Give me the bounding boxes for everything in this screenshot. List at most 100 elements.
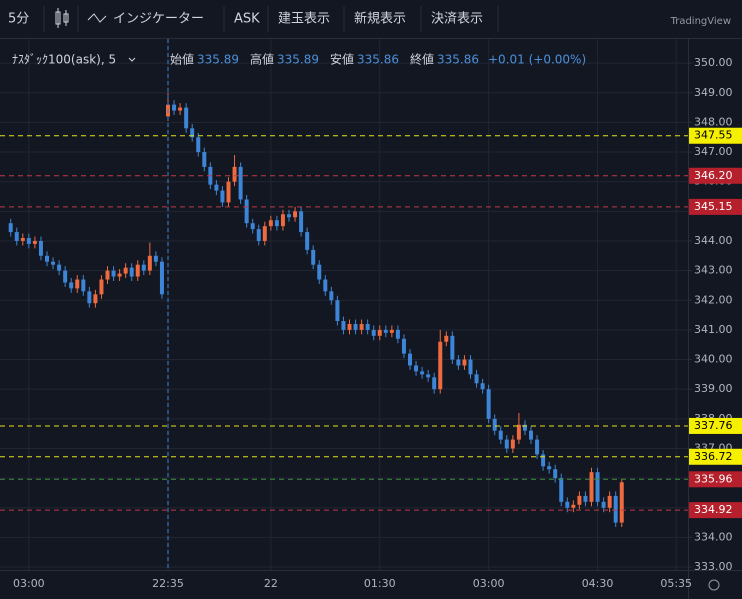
toolbar-button[interactable]: ASK [234, 12, 260, 27]
candle-body [395, 329, 400, 339]
price-level-label: 346.20 [694, 169, 733, 182]
candle-body [516, 424, 521, 440]
candle-body [105, 270, 110, 280]
candle-body [317, 264, 322, 280]
candle-body [414, 365, 419, 372]
candle-body [589, 472, 594, 502]
symbol: ﾅｽﾀﾞｯｸ100(ask), 5 [12, 53, 116, 67]
candle-body [492, 418, 497, 431]
candle-body [359, 323, 364, 330]
indicators-button[interactable]: インジケーター [113, 12, 204, 27]
y-tick-label: 339.00 [694, 382, 733, 395]
brand: TradingView [670, 16, 731, 27]
candle-body [26, 238, 31, 244]
toolbar-button[interactable]: 新規表示 [354, 11, 406, 27]
candle-body [172, 104, 177, 111]
candle-body [99, 279, 104, 295]
candle-body [63, 270, 68, 283]
candle-body [583, 495, 588, 502]
candle-body [353, 323, 358, 330]
y-tick-label: 347.00 [694, 145, 733, 158]
candle-body [244, 199, 249, 224]
candle-body [38, 240, 43, 256]
candle-body [420, 371, 425, 375]
plot-area [0, 39, 692, 570]
legend-value: 335.89 [277, 53, 319, 67]
settings-icon[interactable] [708, 579, 720, 591]
candle-body [438, 341, 443, 390]
price-level-badge [689, 167, 742, 184]
candle-body [450, 335, 455, 360]
legend-value: 335.86 [437, 53, 479, 67]
candle-body [14, 232, 19, 241]
candle-body [220, 190, 225, 203]
candle-body [226, 181, 231, 203]
candle-body [559, 478, 564, 502]
candle-body [280, 214, 285, 227]
candle-body [129, 267, 134, 277]
candle-body [426, 374, 431, 378]
x-tick-label: 01:30 [364, 577, 396, 590]
candle-body [153, 255, 158, 262]
candle-body [619, 482, 624, 523]
candle-body [329, 291, 334, 301]
candle-body [20, 238, 25, 241]
y-tick-label: 333.00 [694, 560, 733, 573]
candle-body [81, 279, 86, 292]
y-tick-label: 344.00 [694, 234, 733, 247]
candle-body [504, 439, 509, 449]
toolbar: 5分 インジケーター ASK 建玉表示 新規表示 決済表示 TradingVie… [0, 6, 742, 39]
interval-button[interactable]: 5分 [8, 12, 29, 27]
candle-body [87, 291, 92, 304]
candle-body [571, 504, 576, 508]
candle-body [383, 329, 388, 333]
candle-body [522, 424, 527, 431]
candle-body [57, 264, 62, 271]
candle-body [232, 166, 237, 182]
price-level-label: 345.15 [694, 200, 733, 213]
candle-body [111, 270, 116, 277]
candle-type-icon[interactable] [55, 8, 69, 28]
candle-body [117, 273, 122, 277]
legend-label: 始値 [170, 52, 194, 67]
candle-body [287, 214, 291, 218]
candle-body [498, 430, 503, 440]
price-level-label: 336.72 [694, 450, 733, 463]
x-tick-label: 22:35 [152, 577, 184, 590]
legend-value: 335.86 [357, 53, 399, 67]
candle-body [601, 501, 606, 508]
candle-body [408, 353, 412, 366]
price-level-label: 335.96 [694, 472, 733, 485]
candle-body [371, 329, 376, 336]
price-level-label: 337.76 [694, 419, 733, 432]
candle-body [401, 338, 406, 354]
candle-body [577, 495, 582, 505]
candle-body [323, 279, 328, 292]
x-tick-label: 05:35 [660, 577, 692, 590]
dropdown-icon [128, 57, 136, 62]
candle-body [268, 220, 273, 227]
toolbar-button[interactable]: 建玉表示 [278, 12, 330, 27]
candle-body [8, 223, 13, 233]
legend-label: 安値 [330, 52, 354, 67]
candle-body [389, 329, 394, 333]
candle-body [75, 279, 80, 289]
candle-body [486, 389, 491, 419]
candle-body [274, 220, 279, 227]
candle-body [565, 501, 570, 508]
candle-body [510, 439, 515, 449]
x-tick-label: 03:00 [13, 577, 45, 590]
candle-body [214, 184, 219, 191]
candle-body [613, 495, 618, 523]
candle-body [32, 240, 37, 244]
candle-body [159, 261, 164, 295]
candle-body [311, 249, 316, 265]
x-tick-label: 03:00 [473, 577, 505, 590]
price-level-label: 334.92 [694, 503, 733, 516]
x-tick-label: 22 [264, 577, 278, 590]
toolbar-button[interactable]: 決済表示 [431, 11, 483, 27]
candle-body [474, 374, 479, 384]
y-tick-label: 348.00 [694, 115, 733, 128]
